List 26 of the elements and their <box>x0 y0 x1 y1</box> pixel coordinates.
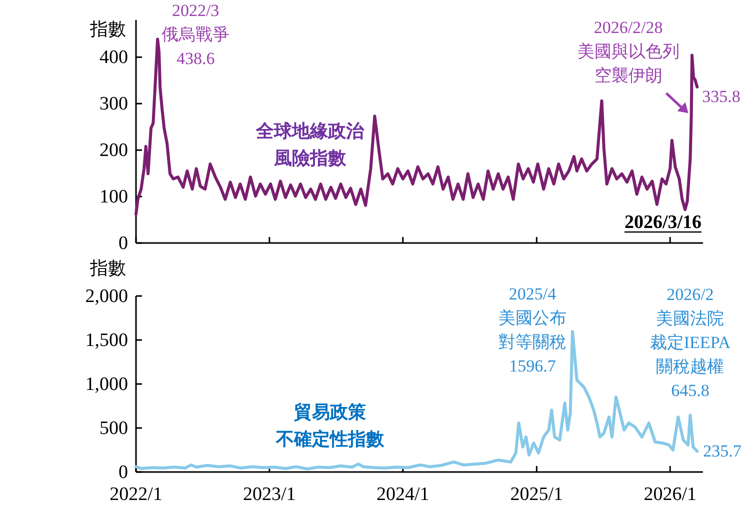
y-tick-label: 200 <box>100 140 128 162</box>
y-tick-label: 1,500 <box>85 330 128 351</box>
x-tick-label: 2025/1 <box>510 484 564 505</box>
annotation: 335.8 <box>702 86 740 106</box>
y-tick-label: 0 <box>118 233 128 254</box>
x-tick-label: 2024/1 <box>376 484 430 505</box>
annotation: 2026/2 美國法院裁定IEEPA關稅越權 645.8 <box>650 285 732 400</box>
y-tick-label: 100 <box>100 186 128 208</box>
series-label: 全球地緣政治風險指數 <box>255 121 365 168</box>
x-tick-label: 2022/1 <box>110 484 162 505</box>
y-tick-label: 500 <box>100 418 128 439</box>
y-tick-label: 1,000 <box>85 374 128 395</box>
x-tick-label: 2026/1 <box>644 484 696 505</box>
y-tick-label: 2,000 <box>85 286 128 307</box>
y-tick-label: 400 <box>100 47 128 68</box>
annotation: 2026/3/16 <box>624 212 702 233</box>
y-axis-title: 指數 <box>89 19 126 40</box>
y-tick-label: 0 <box>118 462 128 483</box>
x-tick-label: 2023/1 <box>243 484 296 505</box>
annotation: 2025/4 美國公布對等關稅 1596.7 <box>498 284 566 376</box>
series-label: 貿易政策不確定性指數 <box>275 402 385 449</box>
annotation: 2026/2/28 美國與以色列空襲伊朗 <box>577 18 680 86</box>
y-axis-title: 指數 <box>89 258 126 278</box>
annotation: 2022/3 俄烏戰爭 438.6 <box>162 1 230 68</box>
annotation: 235.7 <box>703 441 742 460</box>
y-tick-label: 300 <box>100 94 128 115</box>
